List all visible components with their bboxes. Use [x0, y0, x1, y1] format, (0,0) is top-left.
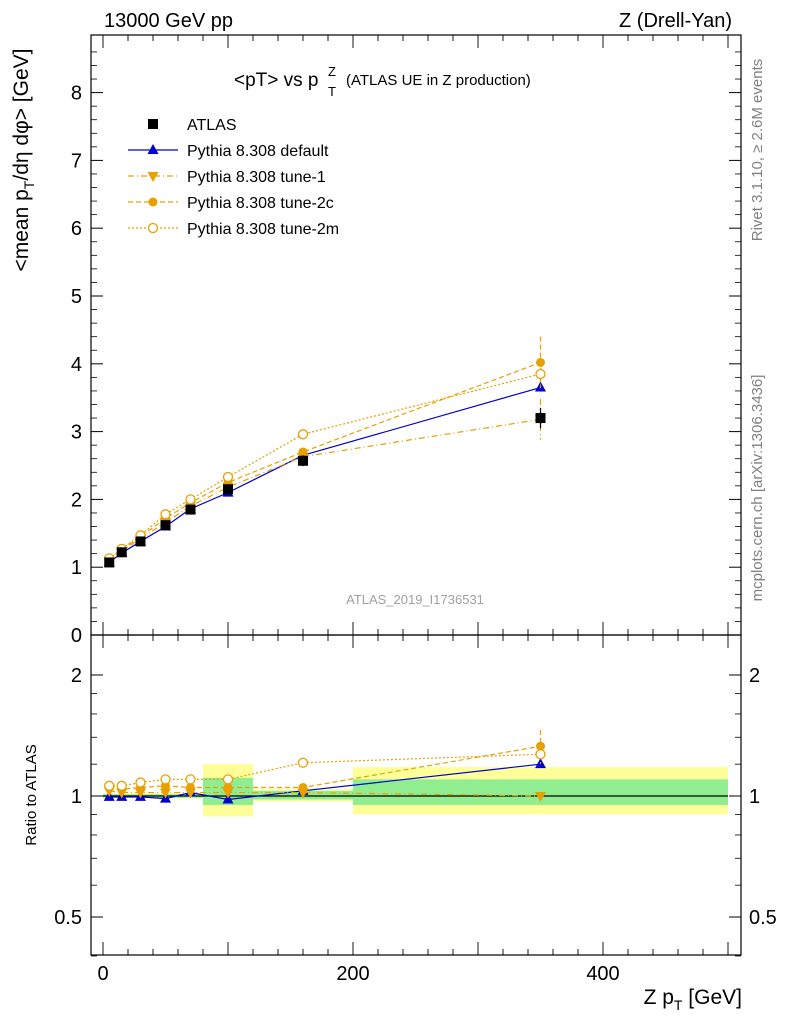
series-line [108, 418, 541, 561]
legend-label: Pythia 8.308 tune-2c [187, 195, 334, 212]
legend-marker [147, 144, 159, 154]
data-point [116, 547, 127, 558]
ratio-y-tick-label-right: 2 [749, 665, 760, 687]
legend-label: Pythia 8.308 tune-1 [187, 169, 326, 186]
data-point [185, 774, 196, 785]
x-tick-label: 400 [586, 963, 619, 985]
legend-label: ATLAS [187, 117, 237, 134]
header-right: Z (Drell-Yan) [619, 10, 732, 32]
data-point [297, 757, 309, 768]
data-point [222, 774, 234, 785]
data-point [104, 780, 115, 791]
legend-entry: Pythia 8.308 tune-1 [128, 169, 326, 186]
legend-entry: Pythia 8.308 default [128, 143, 329, 160]
legend: ATLAS Pythia 8.308 default Pythia 8.308 tu… [128, 117, 339, 238]
legend-entry: ATLAS [148, 117, 237, 134]
rivet-version: Rivet 3.1.10, ≥ 2.6M events [749, 59, 766, 242]
main-series-pythia-8-308-tune-2m [104, 363, 546, 564]
legend-label: Pythia 8.308 default [187, 143, 329, 160]
data-point [160, 788, 171, 799]
main-y-tick-label: 7 [71, 150, 82, 172]
data-point [223, 782, 233, 792]
analysis-label: ATLAS_2019_I1736531 [346, 592, 484, 607]
title-sup: Z [328, 64, 336, 79]
series-line [108, 386, 541, 563]
legend-entry: Pythia 8.308 tune-2m [128, 221, 339, 238]
main-y-label: <mean pT/dη dφ> [GeV] [10, 49, 37, 272]
ratio-y-tick-label-right: 1 [749, 786, 760, 808]
data-point [536, 357, 545, 367]
main-y-tick-label: 3 [71, 422, 82, 444]
x-tick-label: 0 [97, 963, 108, 985]
ratio-y-tick-label: 0.5 [54, 907, 82, 929]
data-point [160, 520, 171, 531]
data-point [298, 782, 308, 792]
main-y-tick-label: 8 [71, 83, 82, 105]
legend-marker [147, 222, 159, 234]
data-point [185, 504, 196, 515]
series-line [108, 361, 541, 560]
x-tick-label: 200 [336, 963, 369, 985]
data-point [298, 455, 308, 466]
ratio-y-tick-label-right: 0.5 [749, 907, 777, 929]
data-point [297, 429, 309, 440]
main-y-tick-label: 0 [71, 625, 82, 647]
main-y-tick-label: 6 [71, 218, 82, 240]
series-line [108, 373, 541, 559]
legend-marker [147, 172, 159, 182]
legend-marker [148, 119, 158, 129]
mcplots-source: mcplots.cern.ch [arXiv:1306.3436] [749, 375, 766, 602]
main-series-atlas [104, 407, 546, 568]
data-point [298, 447, 308, 457]
main-y-tick-label: 5 [71, 286, 82, 308]
data-point [160, 509, 171, 520]
data-point [104, 557, 115, 568]
ratio-y-tick-label: 1 [71, 786, 82, 808]
series-line [109, 753, 541, 787]
data-point [135, 777, 146, 788]
main-y-tick-label: 2 [71, 489, 82, 511]
data-point [116, 780, 127, 791]
ratio-series-pythia-8-308-tune-2m [104, 749, 546, 791]
data-point [535, 749, 546, 760]
data-point [535, 368, 546, 380]
ratio-panel-frame [90, 634, 742, 956]
data-point [535, 792, 546, 802]
data-point [160, 774, 171, 785]
ratio-y-tick-label: 2 [71, 665, 82, 687]
plot-title: <pT> vs p Z T (ATLAS UE in Z production) [234, 64, 531, 99]
legend-entry: Pythia 8.308 tune-2c [128, 195, 334, 212]
ratio-y-label: Ratio to ATLAS [23, 744, 40, 845]
x-axis-label: Z pT [GeV] [644, 986, 742, 1013]
data-point [222, 471, 234, 483]
main-series-pythia-8-308-tune-1 [103, 399, 546, 567]
main-series-pythia-8-308-default [103, 381, 546, 567]
main-y-tick-label: 4 [71, 354, 82, 376]
data-point [135, 536, 146, 547]
legend-label: Pythia 8.308 tune-2m [187, 221, 339, 238]
main-y-tick-label: 1 [71, 557, 82, 579]
data-point [223, 484, 233, 495]
header-left: 13000 GeV pp [104, 10, 233, 32]
main-series-pythia-8-308-tune-2c [104, 336, 545, 564]
data-point [536, 741, 545, 751]
title-sub: T [328, 84, 336, 99]
svg-text:<pT> vs p: <pT> vs p [234, 70, 319, 91]
title-note: (ATLAS UE in Z production) [346, 72, 531, 89]
data-point [185, 494, 196, 505]
data-point [186, 782, 195, 792]
data-point [535, 413, 546, 424]
title-main: <pT> vs p [234, 70, 319, 91]
legend-marker [148, 197, 158, 207]
